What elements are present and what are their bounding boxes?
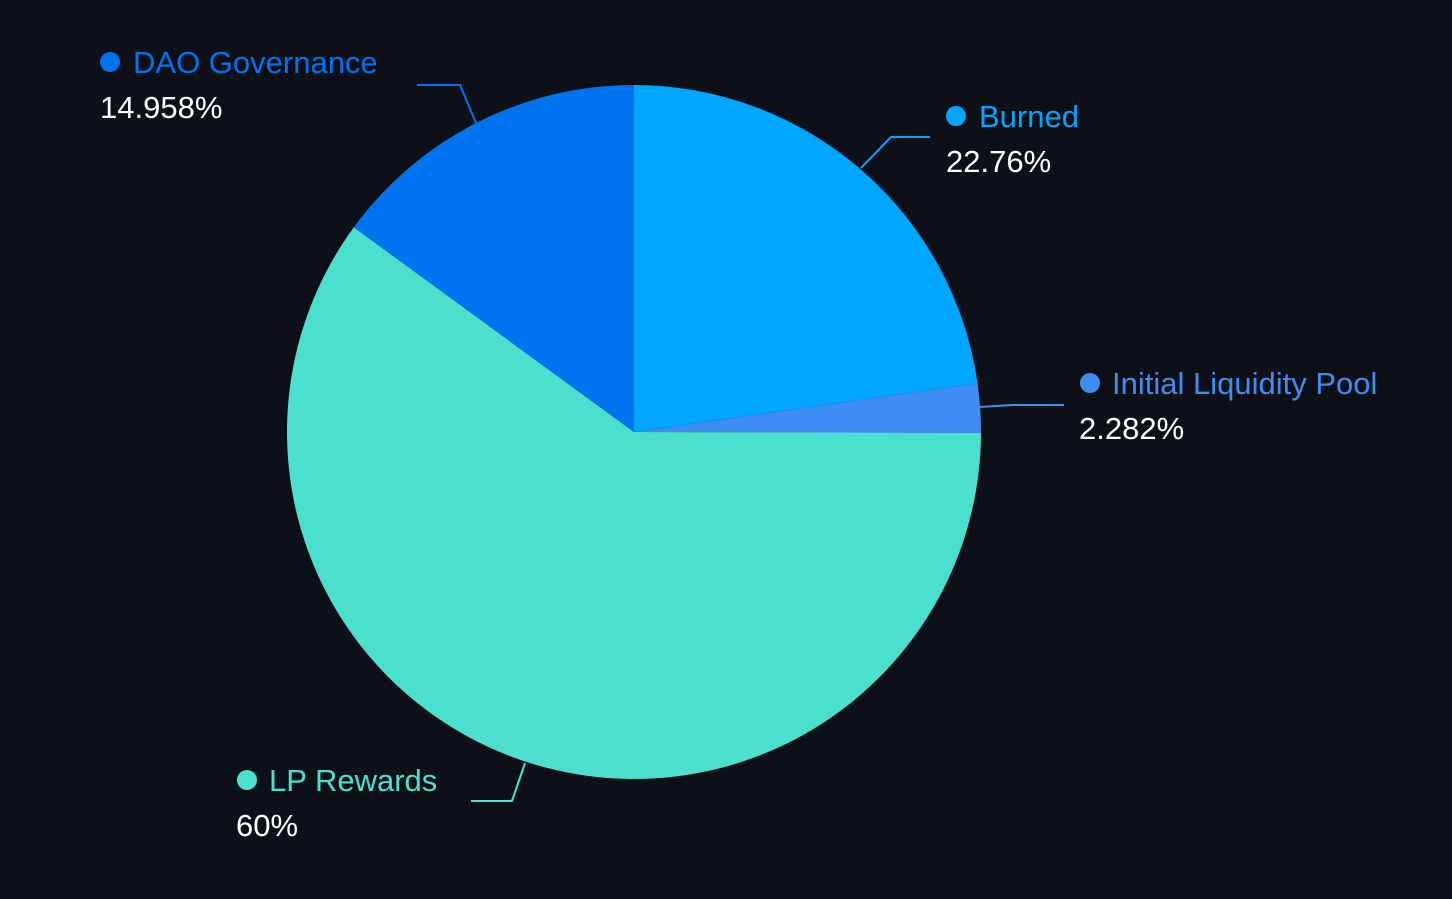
slices-layer	[287, 85, 981, 780]
legend-dot-initial-liquidity-pool	[1080, 373, 1100, 393]
slice-label-burned: Burned	[979, 99, 1079, 134]
legend-dot-lp-rewards	[237, 770, 257, 790]
slice-lp-rewards[interactable]	[287, 227, 981, 780]
slice-value-lp-rewards: 60%	[236, 808, 298, 843]
slice-value-burned: 22.76%	[946, 144, 1051, 179]
slice-value-dao-governance: 14.958%	[100, 90, 222, 125]
slice-value-initial-liquidity-pool: 2.282%	[1079, 411, 1184, 446]
leader-line-burned	[860, 136, 930, 169]
leader-line-lp-rewards	[471, 762, 526, 802]
slice-initial-liquidity-pool[interactable]	[634, 383, 981, 433]
legend-dot-burned	[946, 106, 966, 126]
slice-label-initial-liquidity-pool: Initial Liquidity Pool	[1112, 366, 1377, 401]
slice-burned[interactable]	[634, 85, 978, 432]
slice-label-dao-governance: DAO Governance	[133, 45, 378, 80]
slice-dao-governance[interactable]	[353, 85, 634, 432]
leader-lines-layer	[417, 84, 1064, 802]
labels-layer: Burned 22.76% Initial Liquidity Pool 2.282%…	[100, 45, 1377, 843]
legend-dot-dao-governance	[100, 52, 120, 72]
leader-line-dao-governance	[417, 84, 477, 124]
leader-line-initial-liquidity-pool	[979, 404, 1064, 408]
slice-label-lp-rewards: LP Rewards	[269, 763, 437, 798]
